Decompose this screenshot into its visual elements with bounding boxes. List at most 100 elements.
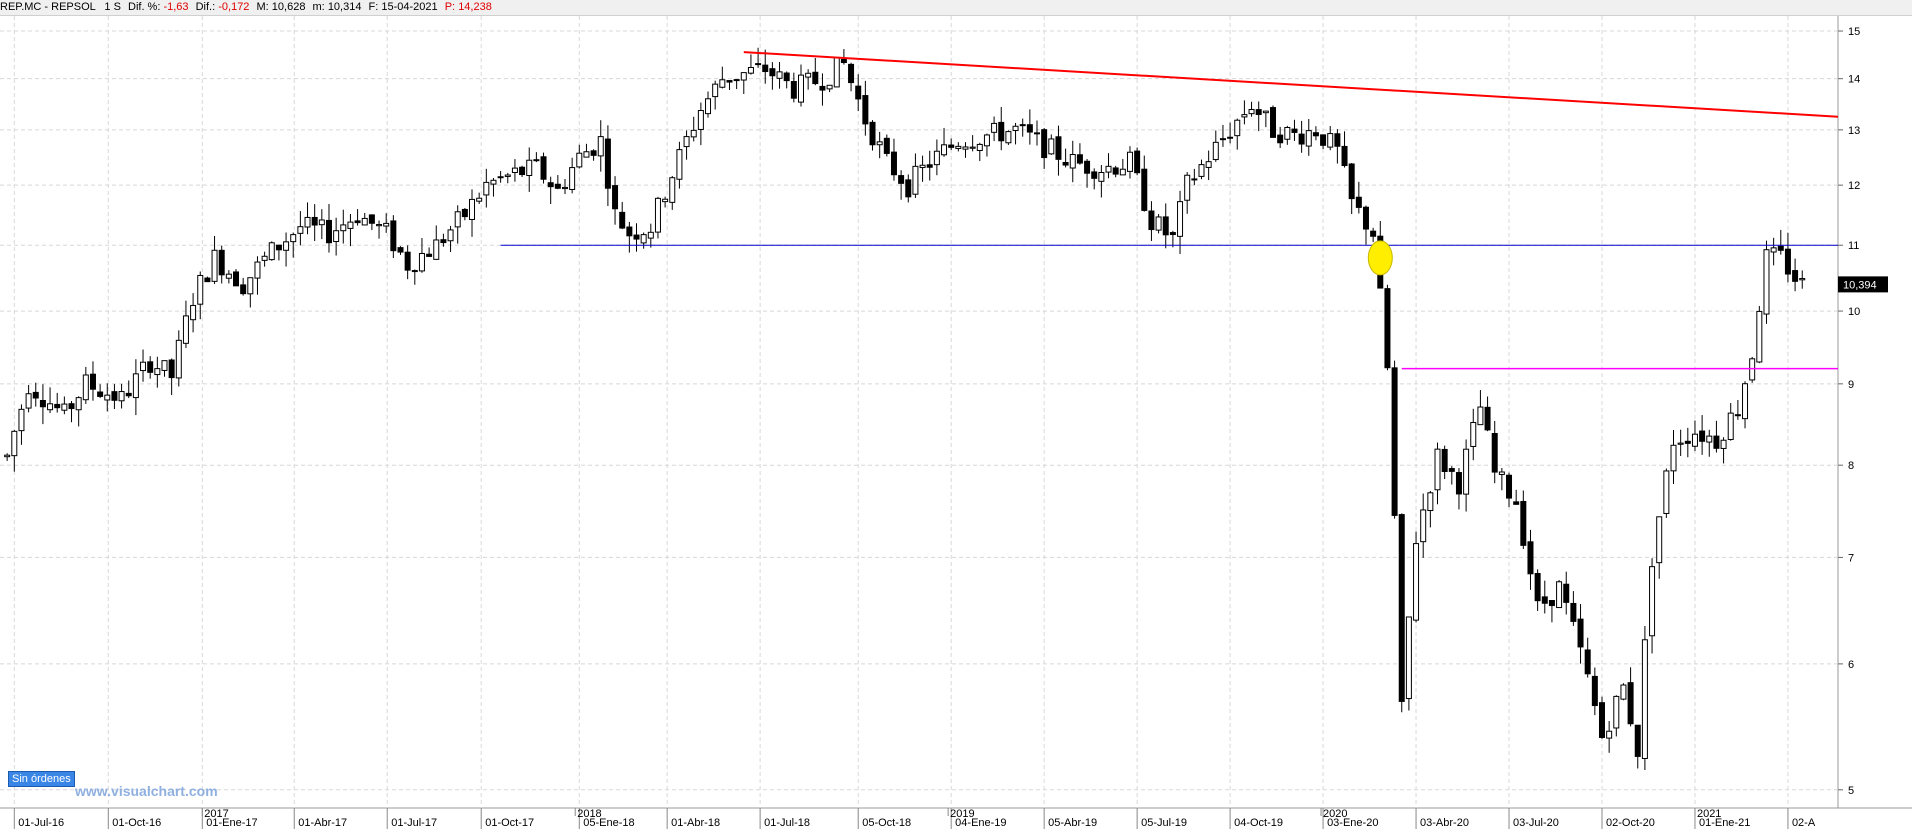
min-value: 10,314 (327, 1, 362, 13)
candle-body (333, 230, 340, 243)
price-label: P: (444, 1, 456, 13)
candle-body (1613, 695, 1620, 729)
candle-body (1062, 161, 1069, 166)
candle-body (318, 219, 325, 226)
date-label: F: (368, 1, 379, 13)
candle-body (926, 164, 933, 168)
candle-body (1477, 406, 1484, 426)
candle-body (1012, 125, 1019, 132)
x-tick-label: 04-Oct-19 (1234, 817, 1283, 829)
symbol-label: REP.MC - REPSOL (0, 1, 96, 13)
candle-body (905, 179, 912, 198)
candle-body (733, 79, 740, 82)
candle-body (805, 72, 812, 78)
candle-body (1084, 160, 1091, 174)
candle-body (1298, 133, 1305, 145)
candle-body (898, 175, 905, 184)
x-tick-label: 03-Abr-20 (1420, 817, 1469, 829)
candle-body (1713, 435, 1720, 449)
candle-body (1355, 196, 1362, 208)
candle-body (848, 63, 855, 84)
y-tick-label: 14 (1848, 74, 1860, 86)
candle-body (61, 403, 68, 411)
candle-body (1491, 432, 1498, 473)
price-value: 14,238 (458, 1, 492, 13)
y-tick-label: 13 (1848, 125, 1860, 137)
chart-header: REP.MC - REPSOL 1 S Dif. %: -1,63 Dif.: … (0, 0, 1912, 16)
x-tick-label: 01-Oct-17 (485, 817, 534, 829)
candle-body (361, 217, 368, 226)
candle-body (833, 56, 840, 88)
candle-body (111, 391, 118, 401)
candlestick-chart[interactable]: 15 14 13 12 11 10 9 8 7 6 5 01-Jul-16 01-Oct-16 01-En… (0, 16, 1912, 829)
candle-body (340, 224, 347, 232)
candle-body (1398, 514, 1405, 702)
candle-body (1234, 119, 1241, 137)
y-tick-label: 11 (1848, 240, 1859, 252)
y-tick-label: 7 (1848, 552, 1854, 564)
candle-body (25, 393, 32, 409)
candle-body (819, 85, 826, 91)
candle-body (254, 261, 261, 279)
y-tick-label: 5 (1848, 785, 1854, 797)
orders-status-badge[interactable]: Sin órdenes (8, 771, 75, 787)
candle-body (1756, 310, 1763, 363)
candle-body (1498, 471, 1505, 475)
candle-body (654, 197, 661, 233)
candle-body (1584, 649, 1591, 675)
candle-body (82, 374, 89, 401)
candle-body (411, 270, 418, 273)
x-tick-label: 01-Abr-18 (671, 817, 720, 829)
candle-body (1699, 430, 1706, 442)
candle-body (204, 277, 211, 283)
candle-body (912, 165, 919, 195)
candle-body (1663, 470, 1670, 514)
candle-body (1684, 440, 1691, 444)
candle-body (783, 72, 790, 82)
candle-body (604, 138, 611, 189)
candle-body (855, 85, 862, 100)
candle-body (1241, 114, 1248, 118)
candle-body (97, 391, 104, 397)
candle-body (812, 71, 819, 85)
timeframe-label: 1 S (104, 1, 121, 13)
candle-body (1341, 145, 1348, 167)
candle-body (397, 247, 404, 253)
dif-pct-label: Dif. %: (128, 1, 161, 13)
candle-body (211, 249, 218, 282)
candle-body (175, 339, 182, 379)
year-label: 2020 (1323, 808, 1347, 820)
candle-body (154, 368, 161, 376)
candle-body (426, 253, 433, 257)
candle-body (662, 198, 669, 203)
candle-body (797, 74, 804, 103)
candle-body (840, 59, 847, 64)
x-tick-label: 04-Ene-19 (955, 817, 1006, 829)
candle-body (1591, 675, 1598, 707)
y-tick-label: 12 (1848, 180, 1860, 192)
date-value: 15-04-2021 (381, 1, 438, 13)
candle-body (504, 174, 511, 177)
candle-body (233, 271, 240, 287)
candle-body (547, 182, 554, 188)
candle-body (125, 392, 132, 397)
candles-group (4, 47, 1806, 771)
candle-body (4, 454, 11, 458)
candle-body (1112, 167, 1119, 175)
min-label: m: (312, 1, 325, 13)
candle-body (941, 144, 948, 156)
candle-body (325, 219, 332, 244)
candle-body (368, 214, 375, 224)
x-tick-label: 01-Oct-16 (112, 817, 161, 829)
price-axis-area (1838, 16, 1912, 829)
candle-body (1448, 468, 1455, 472)
candle-body (404, 251, 411, 271)
candle-body (1784, 248, 1791, 275)
candle-body (197, 274, 204, 305)
candle-body (1577, 618, 1584, 648)
candle-body (461, 208, 468, 218)
candle-body (755, 63, 762, 66)
candle-body (1470, 422, 1477, 447)
candle-body (919, 164, 926, 169)
candle-body (1799, 278, 1806, 281)
